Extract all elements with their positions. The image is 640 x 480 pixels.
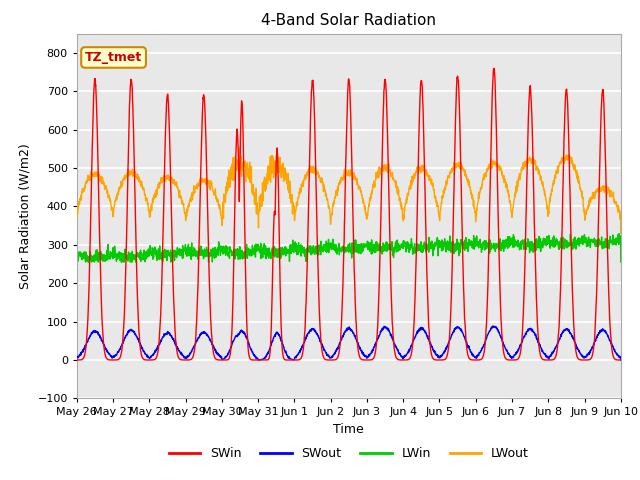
Line: SWout: SWout <box>77 326 621 360</box>
Line: LWin: LWin <box>77 234 621 262</box>
LWin <box>73 249 81 254</box>
LWout <box>584 206 592 212</box>
SWout <box>376 331 384 336</box>
LWin <box>82 259 90 265</box>
SWout <box>617 357 625 363</box>
LWin <box>617 259 625 265</box>
LWin <box>507 235 515 241</box>
SWin <box>584 357 592 363</box>
SWin <box>376 244 384 250</box>
LWin <box>616 231 623 237</box>
SWout <box>584 351 592 357</box>
LWout <box>365 203 372 209</box>
SWout <box>365 354 372 360</box>
LWout <box>507 208 515 214</box>
X-axis label: Time: Time <box>333 423 364 436</box>
SWin <box>569 302 577 308</box>
LWin <box>376 248 384 253</box>
LWout <box>569 163 577 168</box>
LWin <box>569 240 577 246</box>
SWout <box>73 356 81 361</box>
SWin <box>507 357 515 363</box>
SWout <box>507 354 515 360</box>
SWout <box>225 349 232 355</box>
SWin <box>73 357 81 363</box>
SWin <box>365 357 372 363</box>
SWin <box>225 356 232 362</box>
Legend: SWin, SWout, LWin, LWout: SWin, SWout, LWin, LWout <box>164 442 534 465</box>
Line: LWout: LWout <box>77 147 621 233</box>
SWin <box>617 357 625 363</box>
SWout <box>490 324 497 329</box>
LWout <box>236 144 244 150</box>
LWout <box>73 215 81 221</box>
LWout <box>617 230 625 236</box>
Text: TZ_tmet: TZ_tmet <box>85 51 142 64</box>
Title: 4-Band Solar Radiation: 4-Band Solar Radiation <box>261 13 436 28</box>
LWin <box>584 240 592 245</box>
SWout <box>569 334 577 340</box>
SWin <box>490 65 498 71</box>
LWin <box>225 249 232 255</box>
Line: SWin: SWin <box>77 68 621 360</box>
LWout <box>225 179 232 184</box>
LWout <box>376 169 384 175</box>
LWin <box>365 241 372 247</box>
Y-axis label: Solar Radiation (W/m2): Solar Radiation (W/m2) <box>19 143 32 289</box>
